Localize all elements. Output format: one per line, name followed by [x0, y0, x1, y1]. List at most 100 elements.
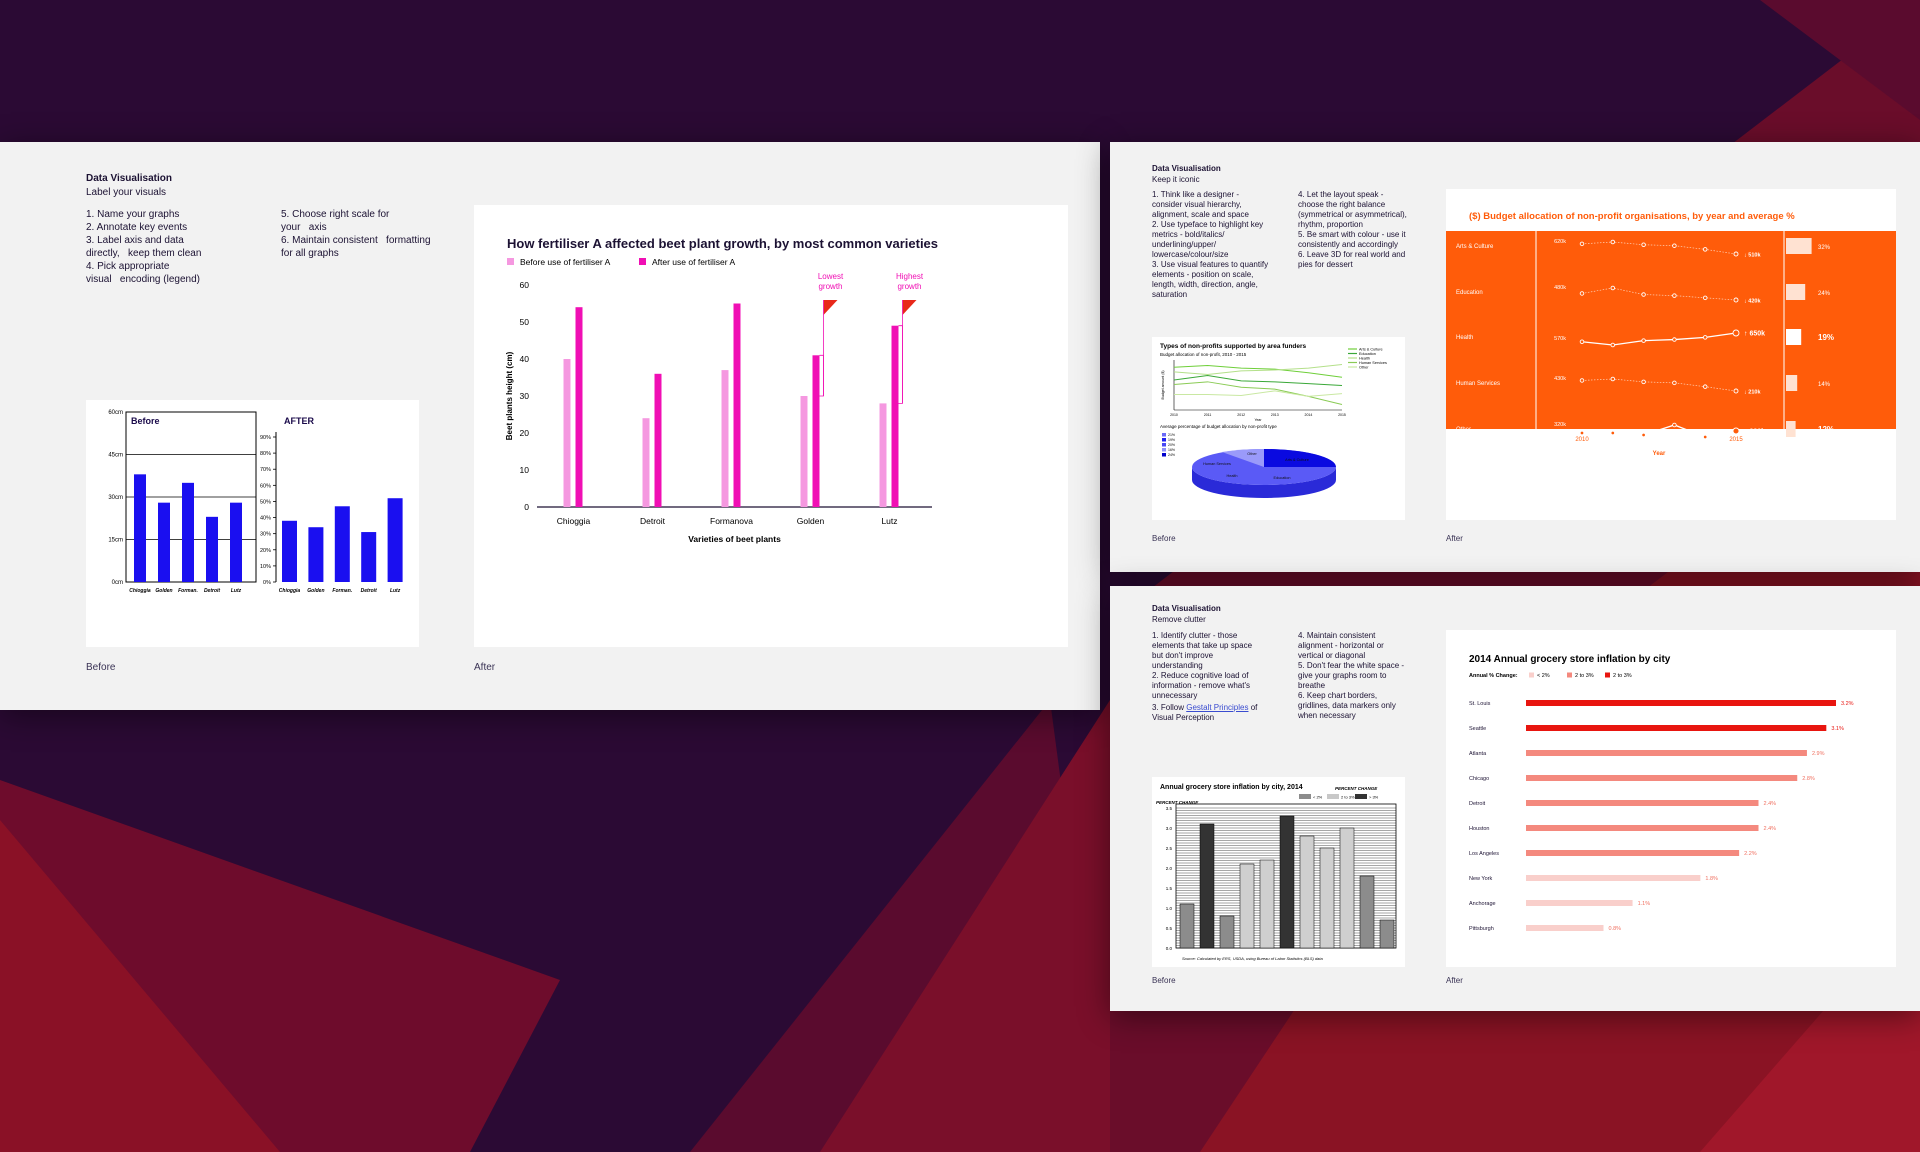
before-chart: Types of non-profits supported by area f…: [1160, 343, 1387, 498]
series-point: [1733, 297, 1739, 303]
start-value-label: 480k: [1554, 285, 1566, 291]
bar: [1179, 903, 1195, 949]
end-value-label: ↓ 420k: [1744, 299, 1761, 305]
bar: [1239, 863, 1255, 949]
city-label: Los Angeles: [1469, 851, 1499, 857]
y-tick-label: 1.5: [1166, 886, 1173, 891]
pct-bar: [1786, 329, 1802, 345]
pie-subtitle: Average percentage of budget allocation …: [1160, 424, 1277, 429]
value-label: 2.2%: [1744, 851, 1757, 857]
pct-bar: [1786, 421, 1796, 437]
y-axis-label: PERCENT CHANGE: [1156, 800, 1199, 805]
legend-label: 2 to 3%: [1341, 795, 1355, 800]
category-label: Arts & Culture: [1456, 244, 1494, 250]
y-tick-label: 90%: [260, 435, 271, 441]
y-tick-label: 20%: [260, 548, 271, 554]
x-tick-label: Chioggia: [279, 588, 301, 594]
x-tick-label: Golden: [307, 588, 324, 594]
value-label: 2.9%: [1812, 751, 1825, 757]
point-1: 4. Maintain consistent alignment - horiz…: [1298, 631, 1384, 660]
legend-label: Health: [1359, 357, 1370, 361]
series-point: [1672, 293, 1677, 298]
point-2: 2. Reduce cognitive load of information …: [1152, 671, 1251, 700]
y-tick-label: 2.5: [1166, 846, 1173, 851]
bar: [1279, 815, 1295, 949]
x-axis-label: Year: [1653, 451, 1666, 457]
city-label: Anchorage: [1469, 901, 1496, 907]
legend-label: Arts & Culture: [1359, 348, 1383, 352]
city-label: St. Louis: [1469, 701, 1491, 707]
annotation-label: growth: [818, 282, 842, 291]
legend-swatch: [1162, 443, 1166, 447]
points-left: 1. Think like a designer - consider visu…: [1152, 190, 1270, 300]
end-value-label: ↓ 510k: [1744, 253, 1761, 259]
panel-title: AFTER: [284, 416, 314, 426]
series-point: [1579, 241, 1585, 247]
y-tick-label: 60cm: [108, 410, 123, 416]
y-tick-label: 50%: [260, 499, 271, 505]
annotation-label: Lowest: [818, 272, 844, 281]
y-tick-label: 50: [520, 317, 530, 327]
legend-swatch: [639, 258, 646, 265]
x-tick-label: 2015: [1729, 437, 1743, 443]
source-note: Source: Calculated by ERS, USDA, using B…: [1182, 956, 1324, 961]
bar-before: [642, 418, 650, 507]
city-label: Pittsburgh: [1469, 926, 1494, 932]
caption-before: Before: [1152, 976, 1176, 985]
gestalt-principles-link[interactable]: Gestalt Principles: [1186, 703, 1249, 712]
x-tick-label: Forman.: [332, 588, 352, 594]
point-1: 5. Choose right scale for your axis: [281, 209, 390, 233]
bar: [1526, 750, 1807, 756]
end-value-label: ↓ 210k: [1744, 390, 1761, 396]
bar: [158, 502, 170, 582]
value-label: 1.8%: [1705, 876, 1718, 882]
slide-subtitle: Label your visuals: [86, 187, 167, 198]
after-chart-card: How fertiliser A affected beet plant gro…: [474, 205, 1068, 647]
pie-side: [1192, 467, 1336, 498]
legend-swatch: [507, 258, 514, 265]
series-point: [1610, 430, 1616, 436]
bar-after: [654, 373, 662, 507]
pct-bar: [1786, 284, 1806, 300]
start-value-label: 320k: [1554, 422, 1566, 428]
legend-swatch: [1327, 794, 1339, 799]
series-point: [1579, 339, 1585, 344]
pct-bar: [1786, 375, 1798, 391]
y-tick-label: 0cm: [112, 580, 123, 586]
series-point: [1702, 434, 1708, 440]
caption-after: After: [1446, 534, 1463, 543]
point-3: 6. Leave 3D for real world and pies for …: [1298, 250, 1406, 269]
x-tick-label: 2011: [1204, 413, 1212, 417]
pie-label: Other: [1247, 452, 1257, 456]
legend-swatch: [1162, 453, 1166, 457]
series-point: [1702, 295, 1708, 301]
city-label: Chicago: [1469, 776, 1489, 782]
point-3: 3. Use visual features to quantify eleme…: [1152, 260, 1269, 299]
series-point: [1733, 388, 1739, 394]
bar: [387, 498, 403, 582]
x-tick-label: 2013: [1271, 413, 1279, 417]
bar: [1526, 900, 1633, 906]
legend-label: Human Services: [1359, 361, 1387, 365]
series-point: [1702, 335, 1708, 340]
legend-label: 2 to 3%: [1613, 673, 1632, 679]
pie-slice: [1264, 449, 1336, 467]
x-tick-label: Detroit: [204, 588, 220, 594]
y-tick-label: 15cm: [108, 538, 123, 544]
series-point: [1641, 242, 1646, 248]
point-1: 1. Identify clutter - those elements tha…: [1152, 631, 1253, 670]
point-4: 4. Pick appropriate visual encoding (leg…: [86, 261, 200, 285]
series-line: [1173, 364, 1343, 378]
after-chart: How fertiliser A affected beet plant gro…: [505, 236, 938, 544]
point-1: 1. Think like a designer - consider visu…: [1152, 190, 1249, 219]
annotation-flag: [902, 300, 917, 315]
bar: [1526, 850, 1740, 856]
point-gestalt: 3. Follow Gestalt Principles of Visual P…: [1152, 703, 1264, 723]
y-tick-label: 70%: [260, 467, 271, 473]
x-tick-label: Detroit: [640, 516, 666, 526]
bar: [1526, 825, 1759, 831]
category-label: Education: [1456, 290, 1483, 296]
y-tick-label: 40%: [260, 516, 271, 522]
bar: [1299, 835, 1315, 949]
series-point: [1702, 247, 1708, 252]
